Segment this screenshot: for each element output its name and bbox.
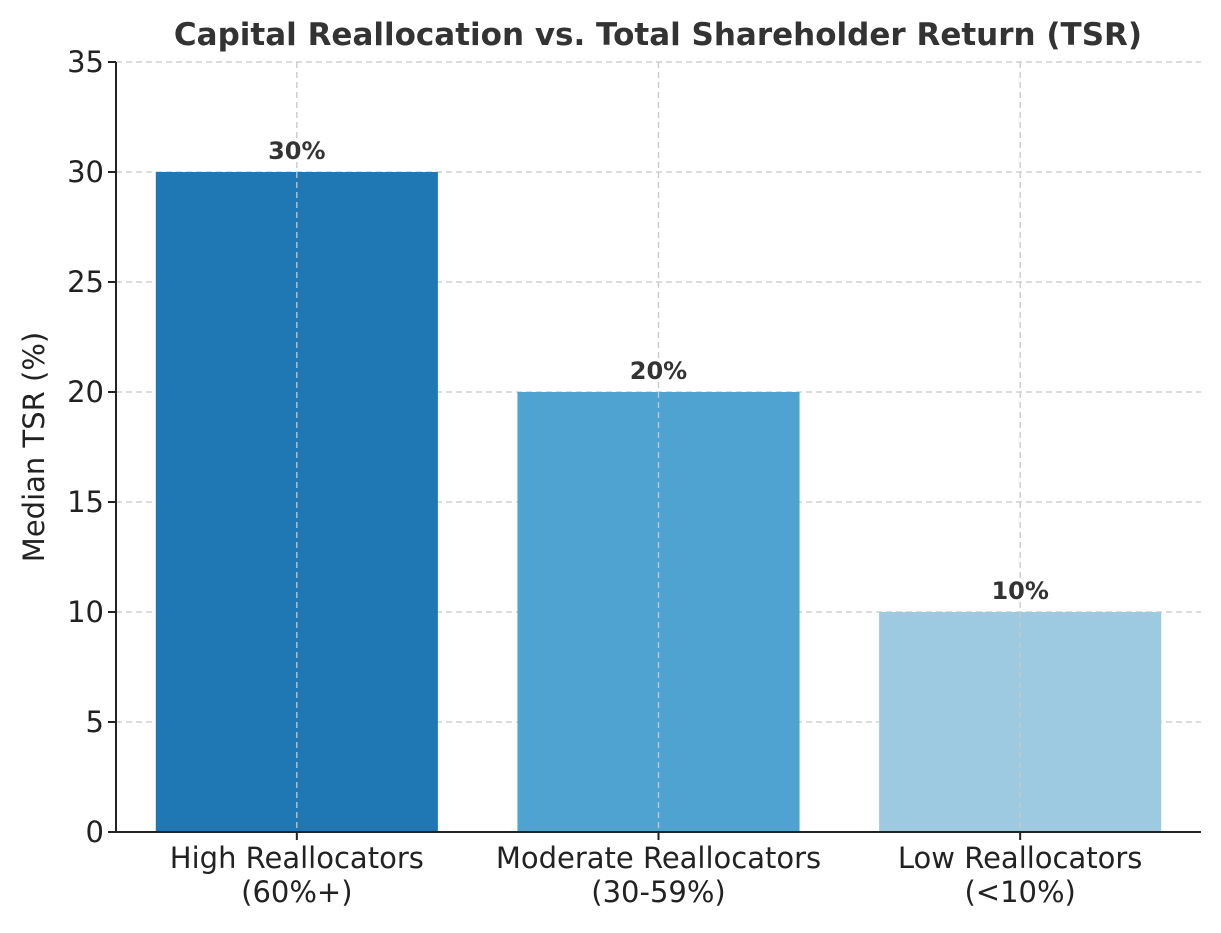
y-axis-label: Median TSR (%) bbox=[17, 332, 51, 562]
x-tick-label: High Reallocators bbox=[170, 841, 424, 875]
x-tick-label: Low Reallocators bbox=[898, 841, 1143, 875]
chart-title: Capital Reallocation vs. Total Sharehold… bbox=[174, 17, 1142, 53]
data-labels: 30% 20% 10% bbox=[268, 62, 1049, 832]
y-tick-label: 35 bbox=[67, 45, 104, 79]
y-tick-label: 30 bbox=[67, 155, 104, 189]
axes: 0 5 10 15 20 25 30 35 High Reallocators(60%+) Mod… bbox=[67, 45, 1201, 909]
x-tick-label: Moderate Reallocators bbox=[496, 841, 821, 875]
y-tick-label: 0 bbox=[86, 815, 104, 849]
x-tick-label: (30-59%) bbox=[591, 875, 725, 909]
x-tick-label: (<10%) bbox=[964, 875, 1075, 909]
y-tick-label: 20 bbox=[67, 375, 104, 409]
y-tick-label: 15 bbox=[67, 485, 104, 519]
x-tick-label: (60%+) bbox=[241, 875, 352, 909]
y-tick-label: 10 bbox=[67, 595, 104, 629]
data-label: 30% bbox=[268, 137, 325, 165]
y-tick-label: 25 bbox=[67, 265, 104, 299]
data-label: 20% bbox=[630, 357, 687, 385]
data-label: 10% bbox=[991, 577, 1048, 605]
y-tick-label: 5 bbox=[86, 705, 104, 739]
